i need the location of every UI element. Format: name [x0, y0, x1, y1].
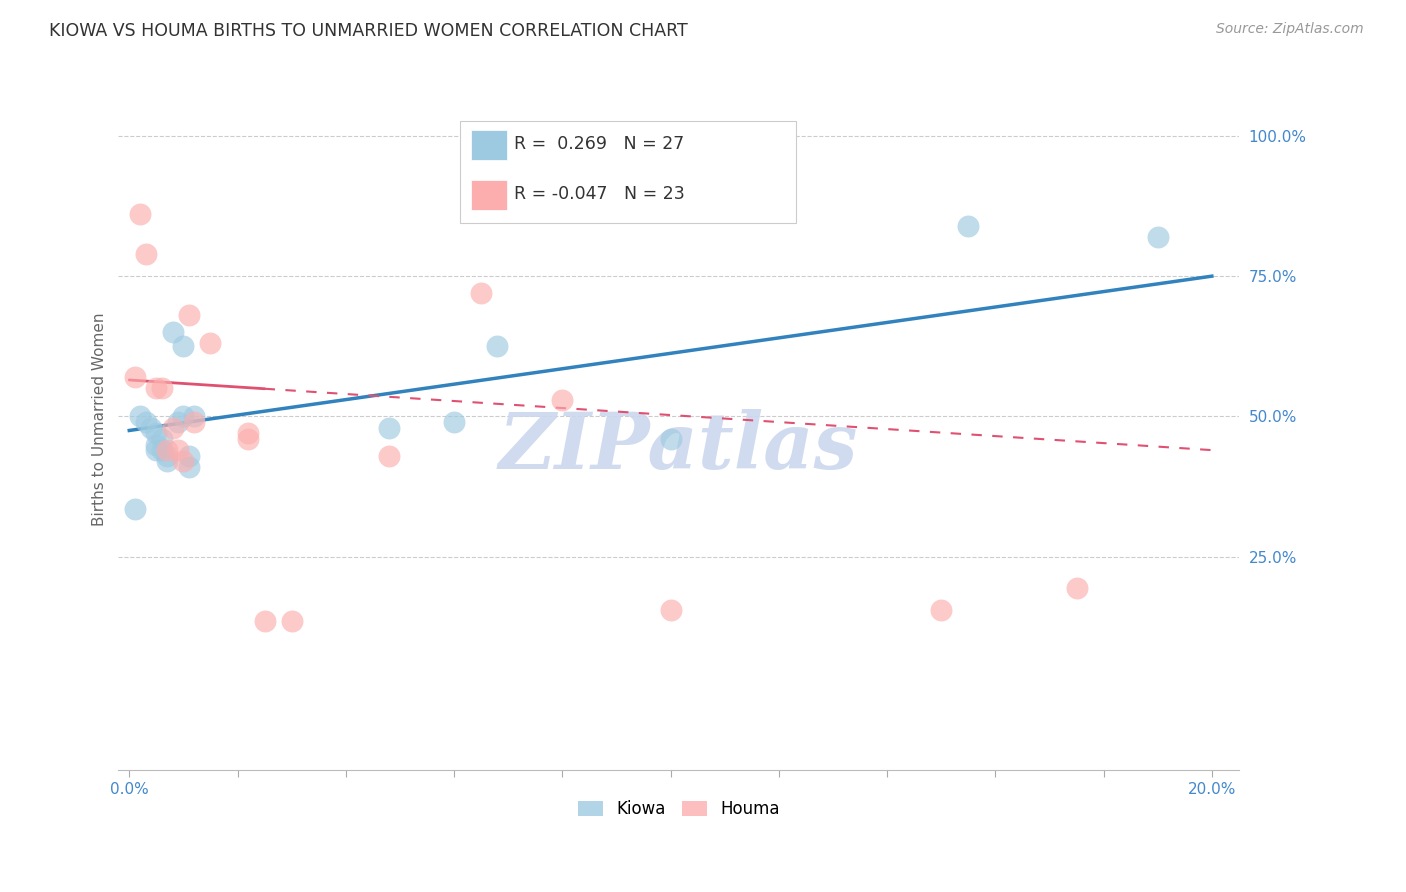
- Point: [280, 615, 302, 629]
- Point: [162, 326, 184, 340]
- Point: [167, 443, 190, 458]
- Point: [124, 502, 146, 516]
- Text: R =  0.269   N = 27: R = 0.269 N = 27: [515, 135, 685, 153]
- Point: [177, 459, 200, 474]
- Point: [145, 443, 167, 458]
- Point: [486, 339, 509, 353]
- Point: [253, 615, 276, 629]
- Point: [1066, 581, 1088, 595]
- Point: [139, 420, 162, 434]
- Point: [145, 426, 167, 441]
- FancyBboxPatch shape: [460, 121, 796, 223]
- Point: [150, 381, 173, 395]
- FancyBboxPatch shape: [471, 180, 508, 211]
- Point: [443, 415, 465, 429]
- Point: [129, 409, 152, 424]
- Point: [929, 603, 952, 617]
- Point: [145, 437, 167, 451]
- Point: [156, 454, 179, 468]
- Point: [659, 603, 682, 617]
- Text: R = -0.047   N = 23: R = -0.047 N = 23: [515, 185, 685, 203]
- Text: ZIPatlas: ZIPatlas: [499, 409, 859, 485]
- Point: [659, 432, 682, 446]
- Point: [145, 381, 167, 395]
- Point: [134, 246, 156, 260]
- Point: [167, 415, 190, 429]
- Point: [172, 339, 194, 353]
- Point: [156, 449, 179, 463]
- Point: [378, 449, 401, 463]
- Point: [172, 454, 194, 468]
- Point: [150, 443, 173, 458]
- Point: [238, 432, 260, 446]
- Point: [238, 426, 260, 441]
- Point: [162, 420, 184, 434]
- Point: [129, 207, 152, 221]
- Point: [134, 415, 156, 429]
- Text: KIOWA VS HOUMA BIRTHS TO UNMARRIED WOMEN CORRELATION CHART: KIOWA VS HOUMA BIRTHS TO UNMARRIED WOMEN…: [49, 22, 688, 40]
- Text: Source: ZipAtlas.com: Source: ZipAtlas.com: [1216, 22, 1364, 37]
- Point: [156, 443, 179, 458]
- Legend: Kiowa, Houma: Kiowa, Houma: [571, 794, 786, 825]
- FancyBboxPatch shape: [471, 130, 508, 160]
- Point: [470, 285, 492, 300]
- Point: [1146, 230, 1168, 244]
- Point: [177, 309, 200, 323]
- Point: [200, 336, 222, 351]
- Point: [150, 432, 173, 446]
- Point: [172, 409, 194, 424]
- Point: [124, 370, 146, 384]
- Point: [551, 392, 574, 407]
- Point: [378, 420, 401, 434]
- Y-axis label: Births to Unmarried Women: Births to Unmarried Women: [93, 312, 107, 526]
- Point: [183, 409, 205, 424]
- Point: [177, 449, 200, 463]
- Point: [183, 415, 205, 429]
- Point: [957, 219, 980, 233]
